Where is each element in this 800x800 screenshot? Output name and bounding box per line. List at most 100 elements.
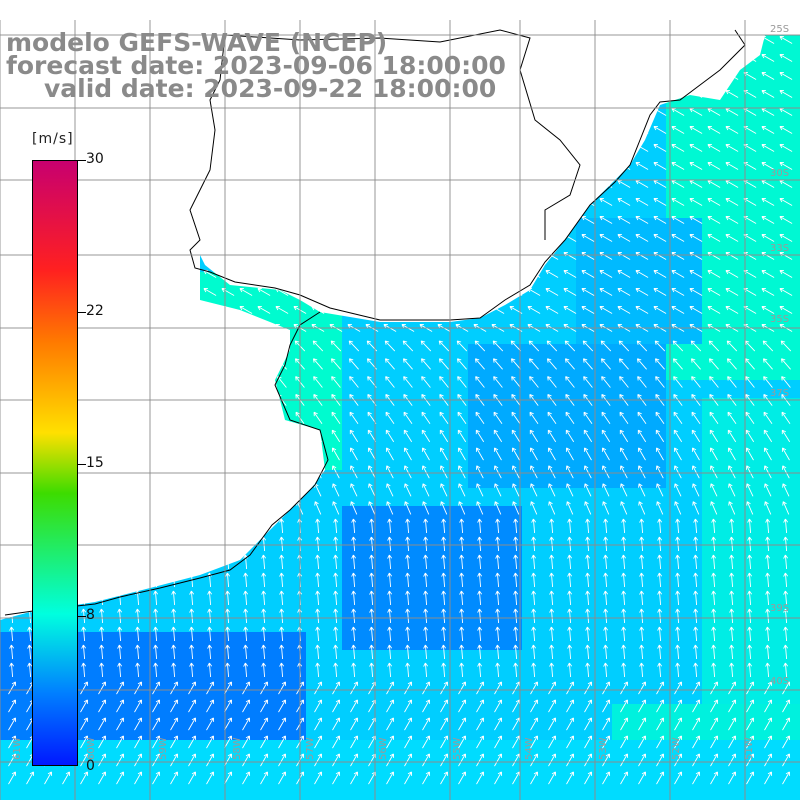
wind-arrow [530,483,538,497]
speed-cell [792,614,800,632]
speed-cell [792,434,800,452]
speed-cell [234,668,252,686]
wind-arrow [765,572,771,588]
wind-arrow [386,735,395,749]
wind-arrow [278,735,287,749]
wind-arrow [585,662,591,678]
speed-cell [702,668,720,686]
speed-cell [144,614,162,632]
wind-arrow [603,626,609,642]
speed-cell [630,344,648,362]
speed-cell [270,524,288,542]
speed-cell [54,776,72,794]
speed-cell [486,524,504,542]
speed-cell [288,524,306,542]
speed-cell [720,326,738,344]
wind-arrow [495,590,501,606]
wind-arrow [405,554,411,570]
wind-arrow [225,608,231,624]
wind-arrow [369,536,375,552]
wind-arrow [405,644,411,660]
wind-arrow [709,429,719,443]
speed-cell [468,596,486,614]
speed-cell [558,362,576,380]
wind-arrow [567,518,573,534]
wind-arrow [779,143,793,152]
speed-cell [162,632,180,650]
speed-cell [288,596,306,614]
wind-arrow [332,771,341,785]
wind-arrow [530,699,539,713]
wind-arrow [692,753,701,767]
wind-arrow [602,681,611,695]
wind-arrow [601,411,611,425]
wind-arrow [693,590,699,606]
wind-arrow [673,447,682,461]
wind-arrow [599,233,613,242]
wind-arrow [423,518,429,534]
speed-cell [108,704,126,722]
wind-arrow [779,215,793,224]
wind-arrow [729,536,735,552]
wind-arrow [438,358,449,370]
wind-arrow [260,681,269,695]
wind-arrow [620,465,628,479]
speed-cell [576,542,594,560]
wind-arrow [657,572,663,588]
wind-arrow [549,554,555,570]
wind-arrow [583,429,593,443]
wind-arrow [351,590,357,606]
speed-cell [720,92,738,110]
wind-arrow [423,554,429,570]
speed-cell [486,326,504,344]
wind-arrow [708,358,719,370]
wind-arrow [779,53,793,62]
speed-cell [450,776,468,794]
speed-cell [576,632,594,650]
speed-cell [450,560,468,578]
wind-arrow [117,662,123,678]
speed-cell [792,362,800,380]
wind-arrow [636,340,648,352]
land-north [0,0,800,322]
wind-arrow [513,608,519,624]
wind-arrow [494,501,502,515]
wind-arrow [638,753,647,767]
wind-arrow [153,626,159,642]
speed-cell [360,560,378,578]
wind-arrow [584,699,593,713]
wind-arrow [440,681,449,695]
wind-arrow [566,753,575,767]
wind-arrow [369,644,375,660]
wind-arrow [707,125,721,134]
speed-cell [648,308,666,326]
speed-cell [756,578,774,596]
wind-arrow [439,447,448,461]
speed-cell [774,578,792,596]
speed-cell [450,794,468,800]
speed-cell [720,668,738,686]
wind-arrow [349,376,359,388]
speed-cell [774,542,792,560]
speed-cell [702,722,720,740]
speed-cell [90,650,108,668]
wind-arrow [639,572,645,588]
wind-arrow [332,717,341,731]
wind-arrow [423,644,429,660]
wind-arrow [152,681,161,695]
speed-cell [252,290,270,308]
wind-arrow [513,572,519,588]
speed-cell [414,704,432,722]
wind-arrow [675,572,681,588]
wind-arrow [602,465,610,479]
wind-arrow [728,717,737,731]
wind-arrow [672,340,684,352]
wind-arrow [581,305,595,314]
wind-arrow [635,305,649,314]
wind-arrow [548,699,557,713]
speed-cell [612,560,630,578]
wind-arrow [152,735,161,749]
wind-arrow [475,411,485,425]
speed-cell [630,614,648,632]
wind-arrow [367,447,376,461]
